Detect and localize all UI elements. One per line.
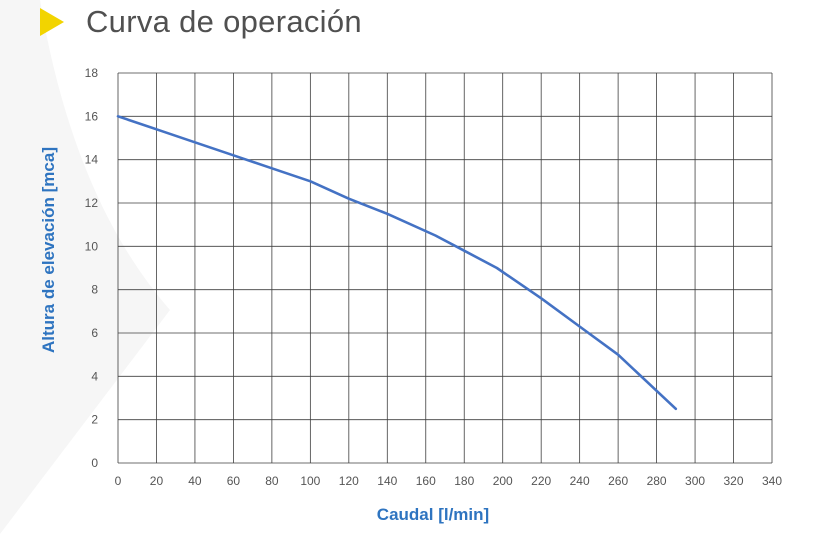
x-tick-label: 20	[150, 474, 164, 488]
x-tick-label: 80	[265, 474, 279, 488]
x-tick-label: 0	[115, 474, 122, 488]
x-tick-label: 220	[531, 474, 551, 488]
y-tick-label: 16	[85, 109, 99, 123]
y-tick-label: 8	[91, 283, 98, 297]
y-tick-label: 0	[91, 456, 98, 470]
y-tick-label: 14	[85, 153, 99, 167]
y-tick-label: 2	[91, 413, 98, 427]
x-tick-label: 40	[188, 474, 202, 488]
page-title: Curva de operación	[86, 4, 362, 39]
chart-grid	[117, 72, 773, 464]
x-tick-label: 180	[454, 474, 474, 488]
y-axis-ticks: 0 2 4 6 8 10 12 14 16 18	[85, 66, 99, 470]
x-axis-ticks: 0 20 40 60 80 100 120 140 160 180 200 220 240 260 280 3…	[115, 474, 783, 488]
x-tick-label: 240	[570, 474, 590, 488]
y-tick-label: 10	[85, 239, 99, 253]
x-tick-label: 120	[339, 474, 359, 488]
y-tick-label: 4	[91, 369, 98, 383]
x-tick-label: 320	[724, 474, 744, 488]
chart-series	[116, 115, 678, 411]
y-tick-label: 12	[85, 196, 99, 210]
x-tick-label: 160	[416, 474, 436, 488]
x-axis-title: Caudal [l/min]	[377, 505, 489, 524]
x-tick-label: 100	[300, 474, 320, 488]
y-axis-title: Altura de elevación [mca]	[39, 147, 58, 353]
x-tick-label: 60	[227, 474, 241, 488]
header: Curva de operación	[40, 4, 362, 40]
x-tick-label: 140	[377, 474, 397, 488]
x-tick-label: 260	[608, 474, 628, 488]
x-tick-label: 300	[685, 474, 705, 488]
series-line	[116, 115, 678, 411]
y-tick-label: 18	[85, 66, 99, 80]
x-tick-label: 200	[493, 474, 513, 488]
play-triangle-icon	[40, 8, 64, 36]
x-tick-label: 280	[647, 474, 667, 488]
x-tick-label: 340	[762, 474, 782, 488]
y-tick-label: 6	[91, 326, 98, 340]
